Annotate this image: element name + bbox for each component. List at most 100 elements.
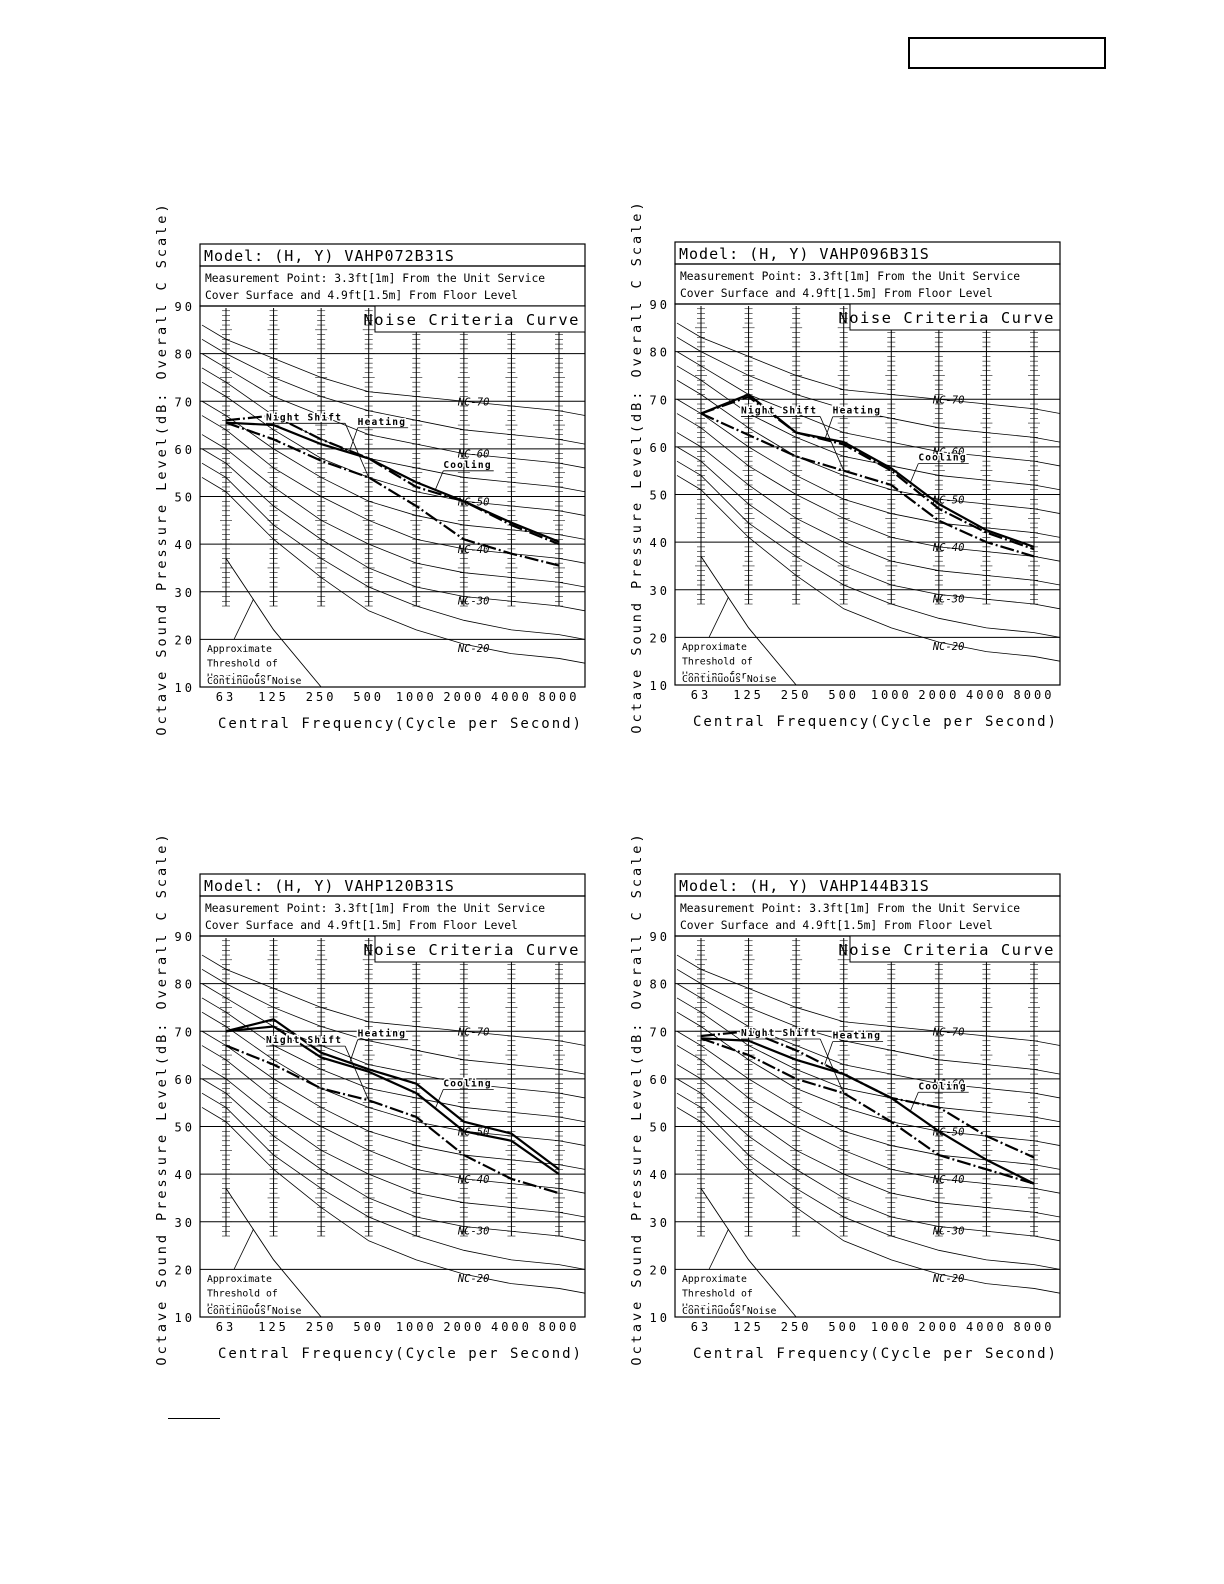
nc-curve <box>201 434 585 588</box>
x-tick-label: 250 <box>781 1320 812 1334</box>
x-tick-label: 4000 <box>491 690 532 704</box>
nc-title-box <box>849 935 1061 963</box>
nc-title: Noise Criteria Curve <box>363 941 580 959</box>
series-line-cooling <box>700 393 1035 548</box>
measurement-line-1: Measurement Point: 3.3ft[1m] From the Un… <box>205 902 545 915</box>
measurement-line-1: Measurement Point: 3.3ft[1m] From the Un… <box>205 272 545 285</box>
measurement-line-2: Cover Surface and 4.9ft[1.5m] From Floor… <box>205 919 518 932</box>
nc-title-box <box>374 935 586 963</box>
nc-curve-label: NC-50 <box>457 496 490 508</box>
x-tick-label: 2000 <box>443 1320 484 1334</box>
y-tick-label: 90 <box>650 298 670 312</box>
x-tick-label: 8000 <box>539 690 580 704</box>
threshold-label-line: Approximate <box>682 1274 747 1285</box>
y-tick-label: 80 <box>650 346 670 360</box>
nc-curve-label: NC-30 <box>932 1226 965 1238</box>
threshold-leader <box>708 596 729 638</box>
nc-curve <box>676 379 1060 514</box>
nc-curve <box>676 322 1060 414</box>
series-line-cooling <box>700 1037 1035 1185</box>
threshold-label-line: Approximate <box>207 1274 272 1285</box>
nc-curve-label: NC-40 <box>932 542 965 554</box>
nc-title: Noise Criteria Curve <box>363 311 580 329</box>
model-title: Model: (H, Y) VAHP096B31S <box>679 245 930 263</box>
nc-curve <box>201 1045 585 1194</box>
threshold-leader <box>708 1228 729 1270</box>
y-axis-label: Octave Sound Pressure Level(dB: Overall … <box>154 201 170 735</box>
threshold-label-line: Hearing for <box>207 673 272 684</box>
y-tick-label: 20 <box>175 1263 195 1277</box>
nc-curve-label: NC-40 <box>457 544 490 556</box>
nc-curve <box>201 1092 585 1270</box>
threshold-label-line: Continuous Noise <box>207 1306 301 1317</box>
nc-chart-svg: Model: (H, Y) VAHP120B31S Measurement Poi… <box>154 831 586 1366</box>
y-tick-label: 50 <box>175 491 195 505</box>
series-label-leader <box>909 1092 919 1112</box>
series-line-heating <box>225 1018 560 1171</box>
nc-curve <box>676 413 1060 562</box>
x-axis-label: Central Frequency(Cycle per Second) <box>693 714 1058 730</box>
nc-curve <box>201 462 585 640</box>
y-tick-label: 70 <box>650 1025 670 1039</box>
nc-curve <box>676 954 1060 1046</box>
nc-curve-label: NC-70 <box>932 1026 965 1038</box>
y-tick-label: 80 <box>175 978 195 992</box>
x-tick-label: 8000 <box>539 1320 580 1334</box>
series-label-leader <box>434 470 444 490</box>
nc-curve <box>676 983 1060 1099</box>
footnote-rule <box>168 1418 220 1419</box>
nc-curve <box>201 1078 585 1242</box>
nc-curve-label: NC-20 <box>932 1273 965 1285</box>
y-tick-label: 40 <box>175 1168 195 1182</box>
threshold-curve <box>225 558 322 688</box>
threshold-label-line: Threshold of <box>682 1288 753 1299</box>
x-tick-label: 2000 <box>918 688 959 702</box>
y-tick-label: 60 <box>175 443 195 457</box>
series-label-leader <box>909 463 919 483</box>
x-tick-label: 8000 <box>1014 1320 1055 1334</box>
nc-curve <box>201 415 585 564</box>
y-tick-label: 50 <box>650 1121 670 1135</box>
nc-chart-3: Model: (H, Y) VAHP120B31S Measurement Poi… <box>152 831 622 1395</box>
nc-curve <box>201 448 585 612</box>
nc-curve <box>676 398 1060 538</box>
nc-title-box <box>374 305 586 333</box>
nc-curve-label: NC-70 <box>457 396 490 408</box>
nc-curve <box>676 1107 1060 1294</box>
y-axis-label: Octave Sound Pressure Level(dB: Overall … <box>629 831 645 1365</box>
nc-curve <box>201 353 585 469</box>
x-axis-label: Central Frequency(Cycle per Second) <box>218 716 583 732</box>
series-line-heating <box>700 395 1035 551</box>
nc-curve-label: NC-50 <box>932 494 965 506</box>
x-axis-label: Central Frequency(Cycle per Second) <box>218 1346 583 1362</box>
nc-curve <box>201 381 585 516</box>
x-tick-label: 63 <box>691 688 711 702</box>
page-header-box <box>908 37 1106 69</box>
y-tick-label: 10 <box>175 681 195 695</box>
series-label-leader <box>824 1041 834 1065</box>
x-tick-label: 1000 <box>871 1320 912 1334</box>
nc-curve <box>676 997 1060 1123</box>
y-tick-label: 30 <box>175 1216 195 1230</box>
x-tick-label: 4000 <box>966 1320 1007 1334</box>
threshold-leader <box>233 1228 254 1270</box>
nc-curve-label: NC-30 <box>932 594 965 606</box>
x-tick-label: 125 <box>733 688 764 702</box>
x-axis-label: Central Frequency(Cycle per Second) <box>693 1346 1058 1362</box>
nc-curve-label: NC-30 <box>457 1226 490 1238</box>
nc-curve-label: NC-20 <box>457 1273 490 1285</box>
model-title: Model: (H, Y) VAHP072B31S <box>204 247 455 265</box>
series-label: Cooling <box>443 1078 491 1089</box>
nc-curve-label: NC-40 <box>932 1174 965 1186</box>
nc-curve <box>676 365 1060 491</box>
threshold-label-line: Continuous Noise <box>207 676 301 687</box>
nc-curve <box>201 367 585 493</box>
y-tick-label: 40 <box>650 536 670 550</box>
nc-title-box <box>849 303 1061 331</box>
measurement-line-2: Cover Surface and 4.9ft[1.5m] From Floor… <box>205 289 518 302</box>
x-tick-label: 250 <box>306 1320 337 1334</box>
series-label-leader <box>819 416 845 471</box>
y-axis-label: Octave Sound Pressure Level(dB: Overall … <box>629 199 645 733</box>
x-tick-label: 125 <box>733 1320 764 1334</box>
x-tick-label: 500 <box>353 690 384 704</box>
